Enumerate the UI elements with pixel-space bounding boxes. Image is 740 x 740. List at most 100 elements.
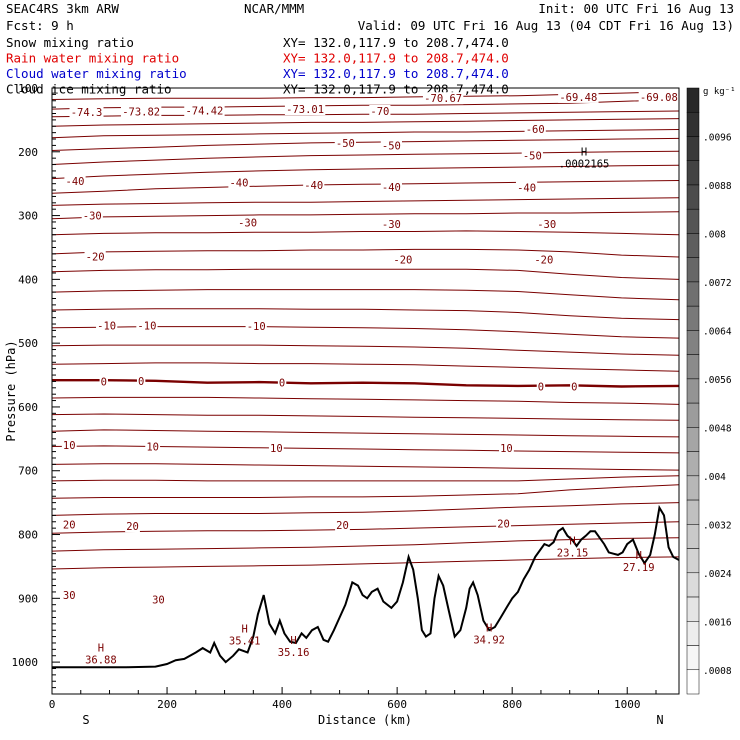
contour-label-bg-18: [236, 216, 259, 229]
contour-line-4: [52, 129, 679, 139]
contour-label-27: 0: [101, 376, 107, 388]
contour-label-bg-22: [392, 253, 414, 266]
contour-label-bg-16: [515, 181, 538, 194]
colorbar-step-5: [686, 208, 700, 234]
high-marker-6: H: [581, 146, 587, 158]
contour-label-9: -50: [336, 138, 355, 150]
contour-line-26: [52, 502, 679, 516]
field-name-0: Snow mixing ratio: [6, 35, 134, 50]
colorbar-step-11: [686, 354, 700, 380]
colorbar-label-7: .004: [703, 472, 726, 483]
contour-label-bg-1: [120, 105, 162, 118]
colorbar-label-8: .0032: [703, 520, 732, 531]
x-axis-left-end-label: S: [82, 713, 89, 727]
contour-label-bg-33: [145, 440, 161, 453]
high-marker-0: H: [98, 643, 104, 655]
contour-line-17: [52, 344, 679, 356]
contour-label-bg-40: [61, 589, 77, 602]
contour-label-bg-15: [380, 180, 402, 193]
contour-line-28: [52, 537, 679, 552]
y-tick-label-400: 400: [18, 273, 38, 286]
field-name-3: Cloud ice mixing ratio: [6, 82, 172, 97]
contour-label-5: -70.67: [424, 93, 462, 105]
contour-label-bg-28: [136, 374, 146, 387]
terrain-line: [52, 504, 679, 669]
colorbar-step-10: [686, 330, 700, 355]
contour-label-bg-30: [536, 380, 546, 393]
colorbar-step-0: [686, 87, 700, 113]
terrain-profile: [52, 504, 679, 669]
contour-label-38: 20: [336, 520, 349, 532]
x-tick-label-400: 400: [272, 698, 292, 711]
contour-label-bg-27: [99, 375, 108, 388]
contour-label-bg-31: [570, 380, 579, 393]
header-valid: Valid: 09 UTC Fri 16 Aug 13 (04 CDT Fri …: [358, 18, 734, 33]
contour-label-30: 0: [538, 382, 544, 394]
contour-label-39: 20: [497, 519, 510, 531]
field-name-2: Cloud water mixing ratio: [6, 66, 187, 81]
colorbar-step-24: [686, 669, 700, 695]
contour-label-bg-32: [61, 439, 77, 452]
contour-label-bg-10: [380, 139, 402, 152]
contour-label-bg-3: [284, 103, 326, 116]
contour-label-32: 10: [63, 440, 76, 452]
y-tick-label-800: 800: [18, 529, 38, 542]
contour-line-23: [52, 463, 679, 471]
contour-label-34: 10: [270, 443, 283, 455]
contour-label-8: -60: [526, 124, 545, 136]
contour-line-21: [52, 429, 679, 438]
colorbar-label-3: .0072: [703, 278, 732, 289]
contour-label-3: -73.01: [286, 104, 324, 116]
colorbar-step-20: [686, 572, 700, 598]
high-value-2: 35.16: [278, 647, 310, 659]
high-value-4: 23.15: [557, 548, 589, 560]
high-marker-4: H: [569, 536, 575, 548]
contour-line-18: [52, 362, 679, 372]
header-model: SEAC4RS 3km ARW: [6, 1, 119, 16]
header-init: Init: 00 UTC Fri 16 Aug 13: [538, 1, 734, 16]
x-tick-label-0: 0: [49, 698, 56, 711]
contour-label-bg-11: [521, 149, 543, 162]
contour-line-12: [52, 248, 679, 258]
high-value-1: 35.41: [229, 636, 261, 648]
contour-label-26: -10: [247, 321, 266, 333]
contour-label-bg-21: [84, 250, 106, 263]
contour-label-41: 30: [152, 595, 165, 607]
contour-label-28: 0: [138, 376, 144, 388]
contour-line-11: [52, 230, 679, 236]
contour-line-29: [52, 556, 679, 570]
colorbar-label-2: .008: [703, 229, 726, 240]
contour-label-bg-0: [69, 106, 104, 119]
contour-label-18: -30: [238, 218, 257, 230]
contour-label-bg-35: [499, 441, 514, 454]
contour-label-bg-37: [125, 520, 140, 533]
contour-label-4: -70: [370, 106, 389, 118]
contour-line-15: [52, 308, 679, 321]
contour-label-20: -30: [537, 219, 556, 231]
contour-label-bg-29: [277, 376, 287, 389]
colorbar-step-9: [686, 305, 700, 331]
x-tick-label-800: 800: [502, 698, 522, 711]
contour-label-17: -30: [83, 211, 102, 223]
colorbar-label-1: .0088: [703, 181, 732, 192]
contour-line-7: [52, 164, 679, 180]
colorbar-label-11: .0008: [703, 666, 732, 677]
x-tick-label-1000: 1000: [614, 698, 641, 711]
contour-label-2: -74.42: [185, 105, 223, 117]
contour-label-bg-9: [334, 136, 356, 149]
contour-line-24: [52, 475, 679, 482]
contour-label-16: -40: [517, 183, 536, 195]
contour-label-bg-17: [81, 209, 103, 222]
field-legend: Snow mixing ratio XY= 132.0,117.9 to 208.…: [6, 35, 509, 97]
contour-label-37: 20: [126, 521, 139, 533]
colorbar-step-8: [686, 281, 700, 307]
contour-label-24: -10: [97, 320, 116, 332]
colorbar-step-19: [686, 548, 700, 574]
colorbar-step-12: [686, 378, 700, 404]
contour-label-12: -40: [66, 176, 85, 188]
colorbar-step-6: [686, 233, 700, 258]
colorbar-label-4: .0064: [703, 326, 732, 337]
contour-label-11: -50: [523, 151, 542, 163]
